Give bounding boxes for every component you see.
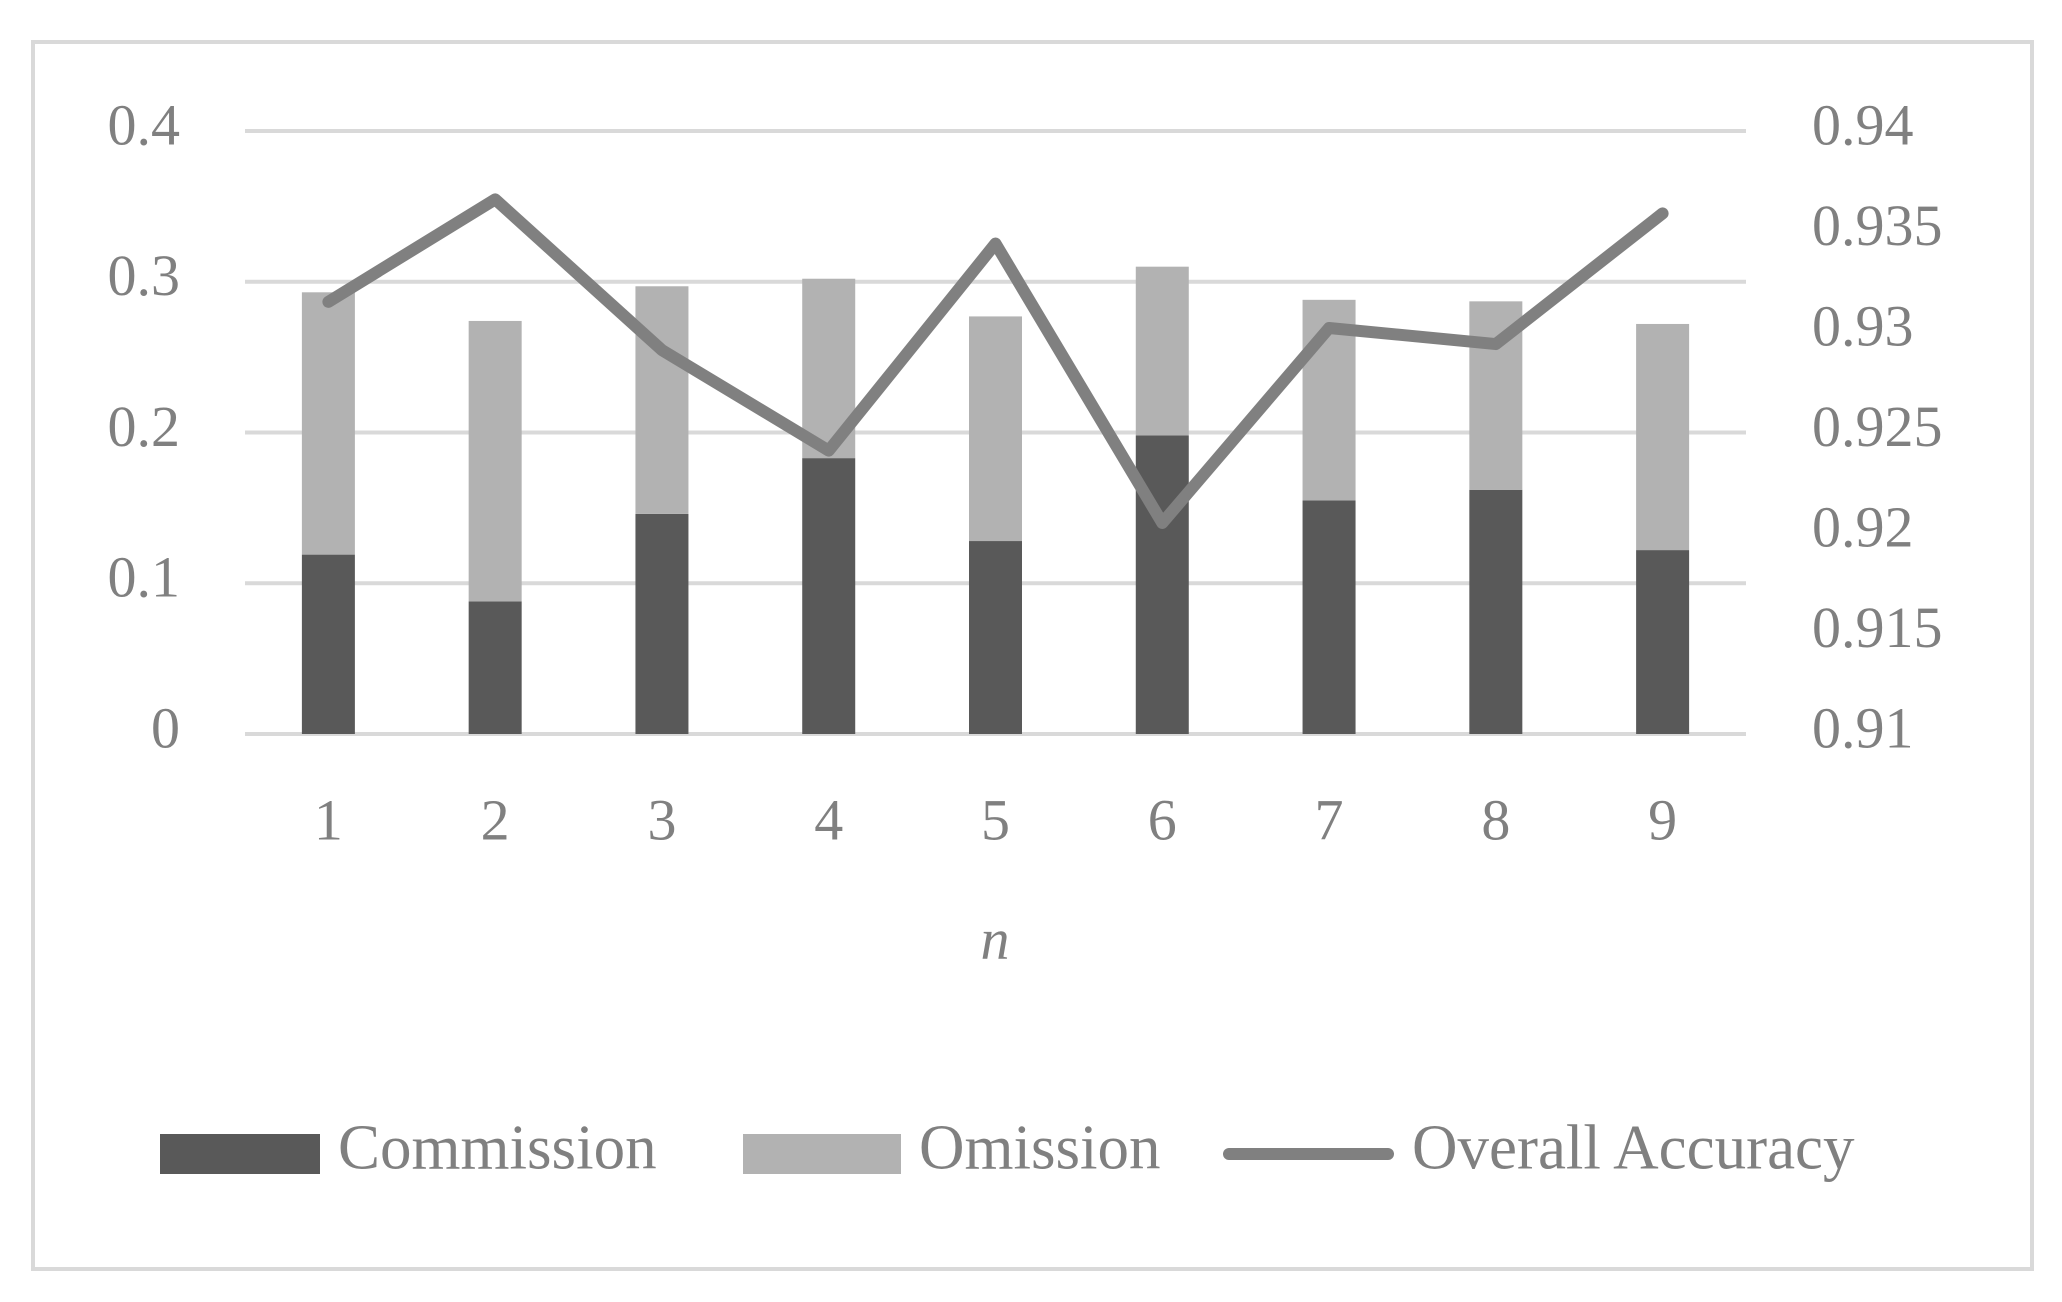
legend-label: Commission	[338, 1112, 657, 1182]
y-tick-label: 0.4	[108, 92, 181, 157]
y2-tick-label: 0.92	[1812, 494, 1914, 559]
bar	[468, 601, 522, 734]
x-tick-label: 8	[1481, 787, 1510, 852]
x-tick-label: 6	[1148, 787, 1177, 852]
bar	[1636, 550, 1690, 734]
bar	[635, 286, 689, 514]
bar	[1636, 323, 1690, 551]
y-tick-label: 0.3	[108, 243, 181, 308]
x-tick-label: 7	[1315, 787, 1344, 852]
x-axis-label: n	[981, 906, 1010, 971]
legend-label: Overall Accuracy	[1412, 1112, 1855, 1182]
legend-label: Omission	[919, 1112, 1161, 1182]
bar	[301, 554, 355, 734]
legend-swatch	[160, 1134, 320, 1174]
bar	[301, 292, 355, 555]
x-tick-label: 3	[647, 787, 676, 852]
y2-tick-label: 0.93	[1812, 293, 1914, 358]
line	[322, 193, 1669, 529]
y-tick-label: 0.1	[108, 545, 181, 610]
x-tick-label: 2	[481, 787, 510, 852]
y-tick-label: 0.2	[108, 394, 181, 459]
x-tick-label: 1	[314, 787, 343, 852]
y-tick-label: 0	[151, 695, 180, 760]
bar	[1469, 489, 1523, 734]
y2-tick-label: 0.915	[1812, 595, 1943, 660]
chart-border	[31, 40, 2034, 1271]
legend-swatch	[743, 1134, 901, 1174]
bar	[1302, 500, 1356, 734]
bar	[969, 316, 1022, 542]
x-tick-label: 4	[814, 787, 843, 852]
bar	[969, 541, 1022, 734]
bar	[1135, 266, 1189, 436]
bar	[635, 513, 689, 734]
x-tick-label: 5	[981, 787, 1010, 852]
bar	[468, 320, 522, 602]
y2-tick-label: 0.91	[1812, 695, 1914, 760]
bar	[802, 458, 856, 734]
x-tick-label: 9	[1648, 787, 1677, 852]
y2-tick-label: 0.935	[1812, 193, 1943, 258]
y2-tick-label: 0.925	[1812, 394, 1943, 459]
y2-tick-label: 0.94	[1812, 92, 1914, 157]
